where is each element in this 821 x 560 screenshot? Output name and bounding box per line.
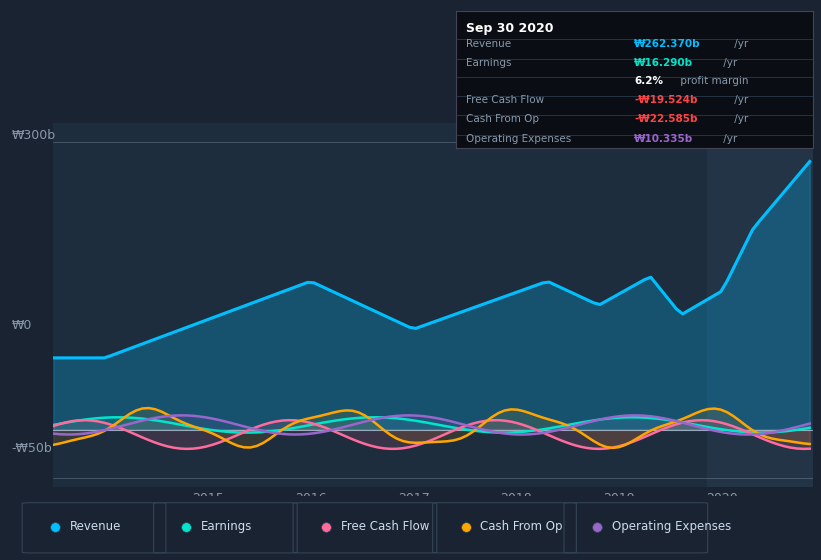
Text: Free Cash Flow: Free Cash Flow <box>466 95 544 105</box>
Text: Earnings: Earnings <box>466 58 511 68</box>
Text: Operating Expenses: Operating Expenses <box>612 520 731 533</box>
Text: Operating Expenses: Operating Expenses <box>466 134 571 143</box>
Text: -₩22.585b: -₩22.585b <box>635 114 698 124</box>
Text: ₩300b: ₩300b <box>11 129 56 142</box>
Text: ₩10.335b: ₩10.335b <box>635 134 694 143</box>
Text: Revenue: Revenue <box>70 520 122 533</box>
Text: /yr: /yr <box>720 58 737 68</box>
Text: Revenue: Revenue <box>466 39 511 49</box>
Text: Sep 30 2020: Sep 30 2020 <box>466 22 554 35</box>
Text: ₩16.290b: ₩16.290b <box>635 58 694 68</box>
Text: /yr: /yr <box>731 95 748 105</box>
Text: -₩50b: -₩50b <box>11 442 53 455</box>
Text: /yr: /yr <box>731 114 748 124</box>
Text: Earnings: Earnings <box>201 520 253 533</box>
Text: -₩19.524b: -₩19.524b <box>635 95 698 105</box>
Bar <box>707 123 813 487</box>
Text: Free Cash Flow: Free Cash Flow <box>341 520 429 533</box>
Text: profit margin: profit margin <box>677 76 749 86</box>
Text: Cash From Op: Cash From Op <box>466 114 539 124</box>
Text: /yr: /yr <box>731 39 748 49</box>
Text: Cash From Op: Cash From Op <box>480 520 562 533</box>
Text: ₩262.370b: ₩262.370b <box>635 39 701 49</box>
Text: 6.2%: 6.2% <box>635 76 663 86</box>
Text: /yr: /yr <box>720 134 737 143</box>
Text: ₩0: ₩0 <box>11 319 32 332</box>
